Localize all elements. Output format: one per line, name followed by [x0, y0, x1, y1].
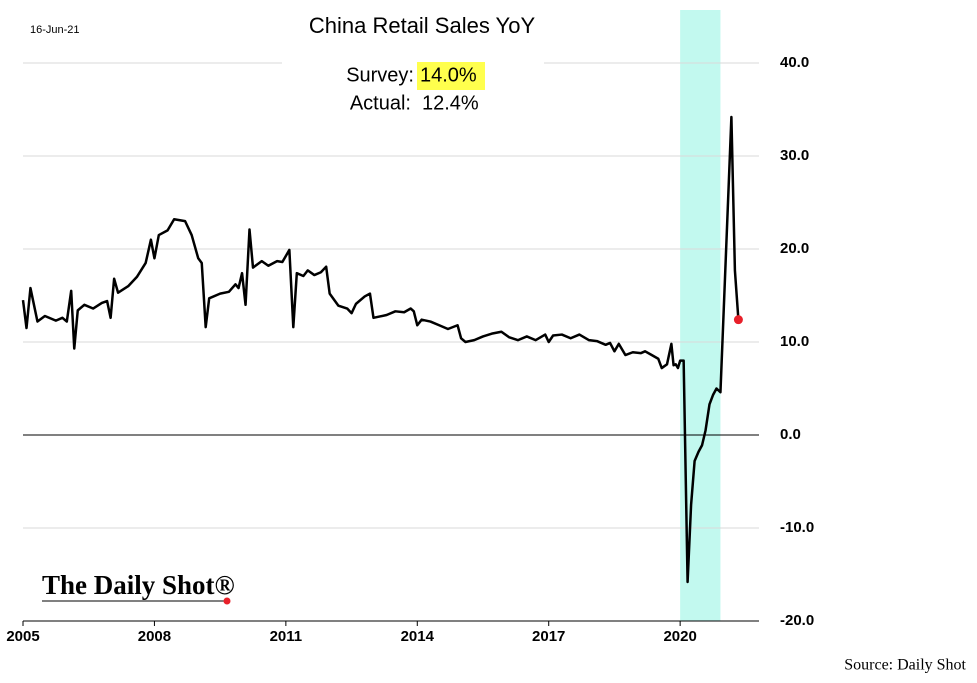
grid-layer	[22, 62, 759, 626]
x-tick-label: 2011	[270, 628, 303, 645]
mark-layer	[21, 115, 743, 584]
y-tick-label: -20.0	[780, 612, 814, 629]
y-tick-label: -10.0	[780, 519, 814, 536]
y-tick-label: 0.0	[780, 426, 801, 443]
x-tick-label: 2008	[138, 628, 171, 645]
x-tick-label: 2005	[6, 628, 39, 645]
x-tick-label: 2017	[532, 628, 565, 645]
survey-highlight	[417, 62, 485, 90]
actual-value: 12.4%	[422, 92, 479, 114]
actual-label: Actual:	[350, 92, 411, 114]
y-tick-label: 20.0	[780, 240, 809, 257]
annotation-box	[282, 55, 544, 125]
y-tick-label: 40.0	[780, 54, 809, 71]
logo-dot	[223, 597, 231, 605]
last-point	[733, 315, 743, 325]
line	[21, 115, 740, 584]
y-tick-label: 30.0	[780, 147, 809, 164]
source: Source: Daily Shot	[844, 657, 966, 674]
date-label: 16-Jun-21	[30, 24, 80, 36]
x-tick-label: 2014	[401, 628, 435, 645]
x-tick-label: 2020	[663, 628, 696, 645]
survey-label: Survey:	[346, 64, 414, 86]
y-tick-label: 10.0	[780, 333, 809, 350]
chart-title: China Retail Sales YoY	[309, 13, 536, 38]
logo: The Daily Shot®	[42, 570, 235, 600]
survey-value: 14.0%	[420, 64, 477, 86]
